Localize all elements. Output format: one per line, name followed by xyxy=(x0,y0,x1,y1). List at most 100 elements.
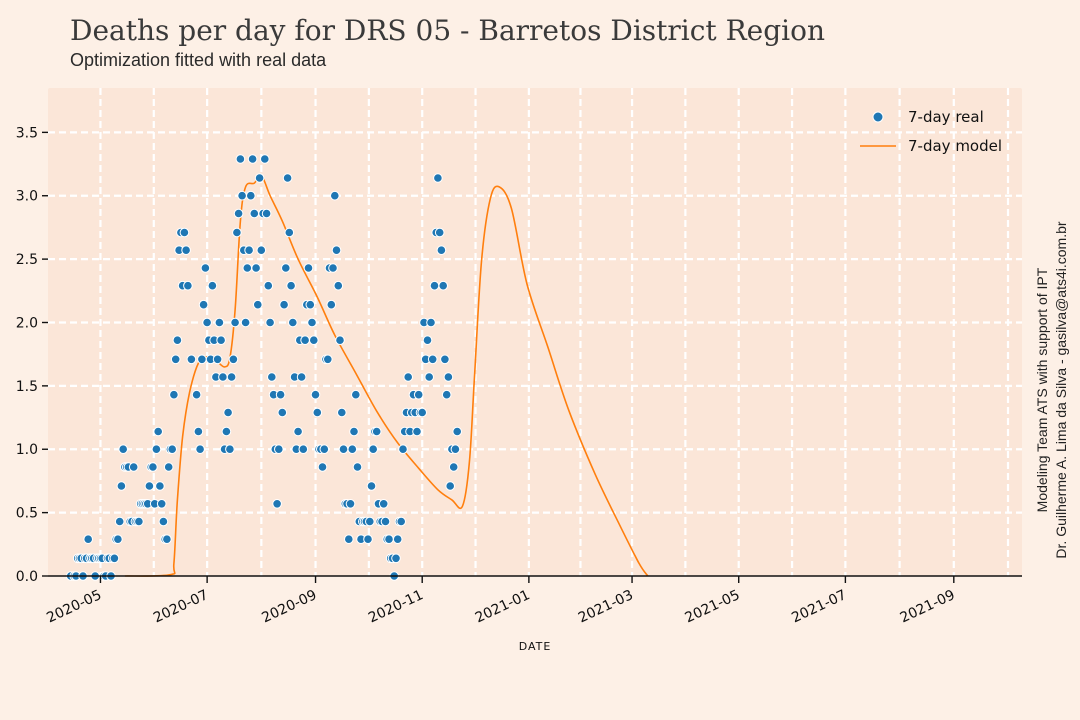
data-point xyxy=(440,354,450,365)
y-tick-label: 2.5 xyxy=(16,252,38,268)
data-point xyxy=(380,516,391,527)
data-point xyxy=(310,389,321,400)
data-point xyxy=(392,534,403,545)
data-point xyxy=(445,481,456,491)
data-point xyxy=(254,173,265,183)
data-point xyxy=(109,553,120,564)
data-point xyxy=(337,407,347,418)
legend: 7-day real 7-day model xyxy=(860,108,1002,155)
data-point xyxy=(333,280,344,291)
credits-line-1: Modeling Team ATS with support of IPT xyxy=(1034,267,1050,513)
y-axis: 0.0 0.5 1.0 1.5 2.0 2.5 3.0 3.5 xyxy=(16,125,48,585)
data-point xyxy=(172,335,183,346)
data-point xyxy=(293,426,303,437)
data-point xyxy=(347,444,358,455)
data-point xyxy=(436,245,447,255)
data-point xyxy=(352,462,363,472)
data-point xyxy=(113,534,123,545)
legend-label-model: 7-day model xyxy=(908,137,1002,155)
data-point xyxy=(338,444,349,455)
data-point xyxy=(156,499,167,509)
y-tick-label: 2.0 xyxy=(16,315,38,331)
x-tick-label: 2021-09 xyxy=(898,587,958,626)
data-point xyxy=(296,372,307,382)
data-point xyxy=(226,372,237,382)
data-point xyxy=(186,354,197,365)
data-point xyxy=(452,426,463,437)
y-tick-label: 0.5 xyxy=(16,506,38,522)
data-point xyxy=(344,534,354,545)
data-point xyxy=(330,190,340,201)
data-point xyxy=(162,534,172,545)
data-point xyxy=(426,317,436,328)
data-point xyxy=(181,245,191,255)
y-tick-label: 1.5 xyxy=(16,379,38,395)
data-point xyxy=(309,335,319,346)
y-tick-label: 1.0 xyxy=(16,442,38,458)
data-point xyxy=(114,516,125,527)
data-point xyxy=(202,317,212,328)
data-point xyxy=(317,462,328,472)
data-point xyxy=(368,444,379,455)
data-point xyxy=(282,173,293,183)
data-point xyxy=(365,516,375,527)
data-point xyxy=(221,426,232,437)
data-point xyxy=(300,335,310,346)
data-point xyxy=(251,263,261,273)
credits-line-2: Dr. Guilherme A. Lima da Silva - gasilva… xyxy=(1053,221,1069,559)
data-point xyxy=(198,299,209,310)
data-point xyxy=(371,426,382,437)
data-point xyxy=(272,499,282,509)
data-point xyxy=(151,444,162,455)
data-point xyxy=(398,444,408,455)
data-point xyxy=(128,462,139,472)
data-point xyxy=(274,444,284,455)
data-point xyxy=(384,534,394,545)
data-point xyxy=(191,389,202,400)
data-point xyxy=(212,354,223,365)
data-point xyxy=(83,534,93,545)
data-point xyxy=(242,263,253,273)
data-point xyxy=(335,335,345,346)
y-tick-label: 0.0 xyxy=(16,569,38,585)
data-point xyxy=(218,372,228,382)
data-point xyxy=(434,227,445,238)
data-point xyxy=(417,407,428,418)
data-point xyxy=(326,299,337,310)
data-point xyxy=(275,389,286,400)
data-point xyxy=(183,280,193,291)
chart-subtitle: Optimization fitted with real data xyxy=(70,50,327,70)
data-point xyxy=(298,444,309,455)
legend-label-real: 7-day real xyxy=(908,108,984,126)
data-point xyxy=(167,444,177,455)
plot-area xyxy=(48,88,1022,576)
data-point xyxy=(323,354,333,365)
data-point xyxy=(286,280,296,291)
data-point xyxy=(424,372,435,382)
grid-lines xyxy=(48,88,1022,576)
data-point xyxy=(237,190,247,201)
data-point xyxy=(288,317,298,328)
y-tick-label: 3.5 xyxy=(16,125,38,141)
credits: Modeling Team ATS with support of IPT Dr… xyxy=(1033,221,1071,558)
data-point xyxy=(163,462,174,472)
data-point xyxy=(403,372,414,382)
data-point xyxy=(169,389,179,400)
data-point xyxy=(170,354,181,365)
data-point xyxy=(232,227,242,238)
data-point xyxy=(422,335,433,346)
data-point xyxy=(116,481,127,491)
x-tick-label: 2021-01 xyxy=(473,587,533,626)
data-point xyxy=(193,426,204,437)
x-tick-label: 2020-07 xyxy=(151,587,211,626)
chart-title: Deaths per day for DRS 05 - Barretos Dis… xyxy=(70,14,826,47)
data-point xyxy=(267,372,277,382)
data-point xyxy=(216,335,226,346)
data-point xyxy=(247,154,258,164)
data-point xyxy=(228,354,239,365)
data-point xyxy=(349,426,359,437)
x-tick-label: 2020-05 xyxy=(44,587,104,626)
data-point xyxy=(319,444,330,455)
data-point xyxy=(412,426,422,437)
